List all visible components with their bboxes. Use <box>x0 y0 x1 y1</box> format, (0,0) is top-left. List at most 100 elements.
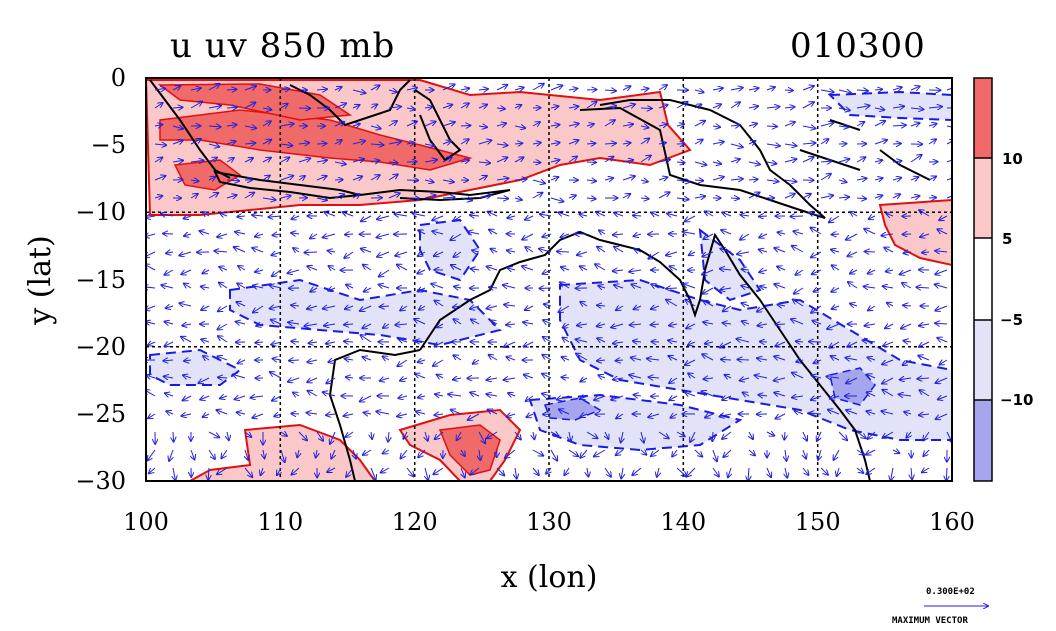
wind-vector <box>817 431 821 441</box>
wind-vector <box>766 432 774 436</box>
wind-vector <box>651 284 660 288</box>
wind-vector <box>550 432 559 436</box>
wind-vector <box>598 286 606 288</box>
wind-vector <box>442 180 454 182</box>
wind-vector <box>658 143 666 144</box>
negative-region-ne <box>827 90 952 122</box>
wind-vector <box>292 216 300 219</box>
wind-vector <box>442 84 455 91</box>
wind-vector <box>576 354 588 361</box>
wind-vector <box>261 467 264 475</box>
wind-vector <box>792 373 804 379</box>
wind-vector <box>542 234 552 237</box>
wind-vector <box>345 359 354 360</box>
wind-vector <box>453 378 462 380</box>
wind-vector <box>865 252 876 253</box>
wind-vector <box>496 198 508 199</box>
wind-vector <box>190 194 198 198</box>
wind-vector <box>829 341 840 348</box>
wind-vector <box>811 251 822 257</box>
wind-vector <box>811 396 822 400</box>
wind-vector <box>676 180 690 182</box>
wind-vector <box>632 467 642 475</box>
wind-vector <box>346 431 354 437</box>
wind-vector <box>487 431 498 438</box>
wind-vector <box>562 357 570 360</box>
wind-vector <box>218 356 228 360</box>
wind-vector <box>352 90 365 93</box>
wind-vector <box>669 377 678 383</box>
wind-vector <box>460 88 469 90</box>
wind-vector <box>226 89 236 90</box>
wind-vector <box>310 234 318 239</box>
wind-vector <box>532 193 542 199</box>
wind-vector <box>281 449 285 462</box>
wind-vector <box>453 355 462 361</box>
wind-vector <box>208 467 209 480</box>
wind-vector <box>434 252 444 256</box>
wind-vector <box>425 467 428 480</box>
wind-vector <box>742 269 750 270</box>
wind-vector <box>802 467 809 475</box>
wind-vector <box>892 87 902 90</box>
wind-vector <box>344 251 354 258</box>
wind-vector <box>352 105 360 108</box>
wind-vector <box>435 431 444 439</box>
wind-vector <box>380 378 390 381</box>
wind-vector <box>737 252 750 254</box>
wind-vector <box>514 143 522 144</box>
wind-vector <box>401 449 408 458</box>
wind-vector <box>704 378 714 379</box>
wind-vector <box>226 125 237 126</box>
wind-vector <box>560 282 570 289</box>
wind-vector <box>759 250 768 253</box>
wind-vector <box>253 286 264 289</box>
wind-vector <box>900 269 912 275</box>
wind-vector <box>184 216 192 219</box>
wind-vector <box>634 234 642 236</box>
wind-vector <box>774 378 786 381</box>
wind-vector <box>415 374 426 378</box>
y-axis-label: y (lat) <box>23 235 58 325</box>
wind-vector <box>856 468 863 473</box>
wind-vector <box>424 107 432 108</box>
wind-vector <box>406 108 415 109</box>
wind-vector <box>432 231 444 234</box>
wind-vector <box>712 142 724 144</box>
wind-vector <box>666 252 678 255</box>
wind-vector <box>658 105 668 108</box>
wind-vector <box>165 393 174 396</box>
wind-vector <box>928 124 937 126</box>
wind-vector <box>838 431 847 440</box>
wind-vector <box>496 157 507 163</box>
wind-vector <box>755 375 768 378</box>
wind-vector <box>901 323 912 329</box>
wind-vector <box>550 177 558 180</box>
wind-vector <box>235 232 246 234</box>
wind-vector <box>362 324 372 328</box>
wind-vector <box>316 431 323 441</box>
wind-vector <box>506 357 516 360</box>
wind-vector <box>272 395 282 401</box>
wind-vector <box>236 302 246 306</box>
wind-vector <box>614 213 624 216</box>
wind-vector <box>796 360 804 362</box>
wind-vector <box>346 467 354 477</box>
wind-vector <box>856 90 868 91</box>
wind-vector <box>218 377 228 378</box>
wind-vector <box>928 198 936 199</box>
wind-vector <box>418 252 426 256</box>
wind-vector <box>658 160 670 162</box>
wind-vector <box>722 431 732 439</box>
wind-vector <box>723 305 732 311</box>
wind-vector <box>622 194 630 198</box>
wind-vector <box>226 107 237 108</box>
wind-vector <box>702 391 714 397</box>
wind-vector <box>686 324 696 328</box>
wind-vector <box>923 449 930 456</box>
wind-vector <box>334 162 346 164</box>
wind-vector <box>856 106 870 108</box>
wind-vector <box>883 342 894 346</box>
wind-vector <box>532 143 541 144</box>
wind-vector <box>524 341 534 347</box>
